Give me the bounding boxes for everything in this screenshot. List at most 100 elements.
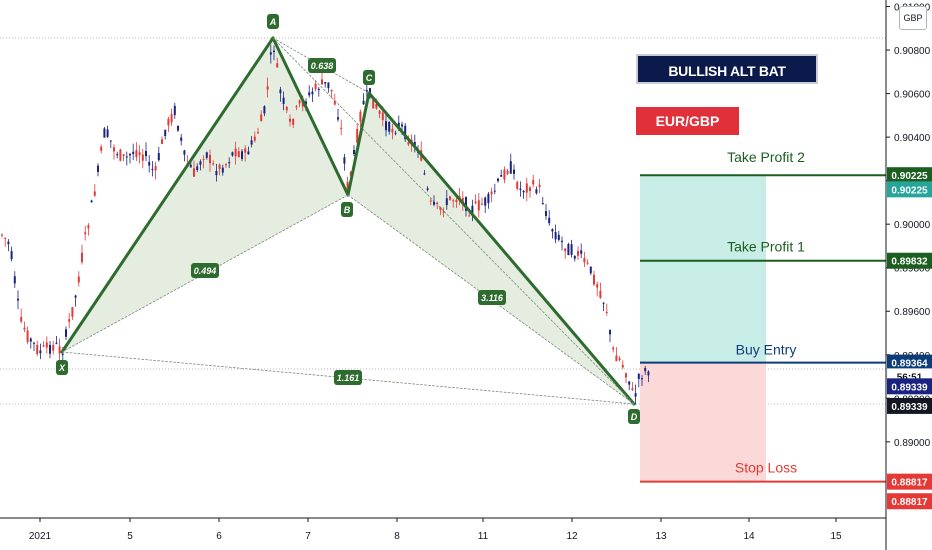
candle-body: [103, 128, 106, 138]
candle-body: [637, 373, 640, 380]
x-tick-label: 12: [566, 531, 578, 542]
candle-body: [33, 342, 35, 344]
candle-body: [580, 250, 583, 254]
candle-body: [145, 151, 147, 157]
x-tick-label: 2021: [29, 531, 52, 542]
pattern-title: BULLISH ALT BAT PATTERN: [636, 54, 818, 109]
candle-body: [375, 103, 378, 109]
candle-body: [535, 189, 538, 194]
leg-xa: [60, 36, 275, 354]
candle-body: [442, 211, 445, 213]
candle-body: [241, 151, 243, 159]
ratio-label-xb: 0.638: [311, 61, 334, 71]
candle-body: [541, 203, 544, 205]
candle-body: [279, 89, 282, 94]
candle-body: [573, 255, 576, 259]
candle-body: [385, 121, 387, 131]
candle-body: [7, 241, 10, 245]
price-tag-label: 0.90225: [891, 171, 928, 182]
candle-body: [298, 100, 301, 104]
candle-body: [413, 141, 416, 146]
candle-body: [17, 298, 19, 301]
y-tick-label: 0.89000: [894, 438, 931, 449]
candle-body: [349, 171, 352, 176]
candle-body: [154, 166, 157, 171]
candle-body: [20, 317, 23, 322]
candle-body: [231, 152, 234, 156]
candle-body: [263, 106, 266, 114]
candle-body: [215, 170, 218, 176]
xab-fill: [62, 38, 348, 352]
candle-body: [74, 295, 77, 298]
level-label: Stop Loss: [735, 460, 797, 476]
candle-body: [474, 201, 477, 204]
candle-body: [4, 237, 7, 239]
pair-name: EUR/GBP: [655, 113, 720, 129]
price-tag-label: 0.89364: [891, 359, 928, 370]
candle-body: [183, 150, 186, 155]
candle-body: [26, 330, 29, 342]
candle-body: [209, 154, 211, 164]
candle-body: [452, 200, 455, 202]
timeframe: 1HR: [673, 141, 702, 157]
x-tick-label: 8: [394, 531, 400, 542]
candle-body: [317, 88, 320, 91]
candle-body: [45, 342, 48, 348]
candle-body: [282, 97, 285, 104]
candle-body: [321, 79, 323, 85]
candle-body: [55, 342, 58, 344]
x-tick-label: 14: [743, 531, 755, 542]
candle-body: [484, 197, 487, 206]
candle-body: [532, 179, 535, 185]
candlesticks: [1, 44, 650, 405]
candle-body: [477, 200, 480, 211]
leg-cd: [367, 91, 636, 406]
candle-body: [618, 358, 621, 361]
candle-body: [487, 193, 490, 204]
candle-body: [205, 152, 208, 158]
leg-bc: [346, 91, 371, 197]
candle-body: [647, 371, 650, 376]
candle-body: [177, 125, 179, 131]
candle-body: [365, 89, 368, 92]
ratio-badge: [308, 58, 336, 73]
pattern-labels: X A B C D 0.638 0.494 3.116 1.161: [56, 14, 640, 424]
candle-body: [106, 129, 109, 137]
candle-body: [234, 148, 237, 157]
diag-ad: [272, 37, 635, 405]
candle-body: [308, 92, 311, 96]
pair-badge: EUR/GBP 1HR: [636, 107, 739, 157]
candle-body: [84, 232, 87, 235]
ratio-badge: [334, 370, 362, 385]
candle-body: [93, 191, 96, 196]
level-label: Take Profit 2: [727, 149, 805, 165]
point-badge-a: [267, 14, 279, 29]
candle-body: [148, 161, 151, 166]
candle-body: [49, 344, 51, 354]
candle-body: [359, 111, 362, 122]
candle-body: [52, 344, 55, 351]
candle-body: [445, 198, 448, 206]
candle-body: [455, 199, 458, 203]
y-tick-label: 0.90400: [894, 133, 931, 144]
candle-body: [471, 205, 474, 213]
candle-body: [567, 243, 570, 256]
candle-body: [237, 151, 240, 157]
candle-body: [327, 82, 330, 89]
candle-body: [337, 117, 339, 120]
currency-button[interactable]: GBP: [899, 6, 927, 30]
candle-body: [490, 191, 493, 195]
candle-body: [497, 178, 499, 182]
candle-body: [193, 168, 195, 177]
candle-body: [1, 234, 3, 236]
price-tag: [887, 473, 932, 490]
candle-body: [561, 240, 563, 242]
candle-body: [615, 355, 618, 362]
risk-reward-zones: [640, 175, 766, 482]
candle-body: [250, 140, 253, 145]
candle-body: [81, 252, 83, 263]
pattern-lines: [60, 36, 636, 406]
candle-body: [538, 184, 541, 187]
x-tick-label: 15: [830, 531, 842, 542]
candle-body: [58, 346, 61, 354]
